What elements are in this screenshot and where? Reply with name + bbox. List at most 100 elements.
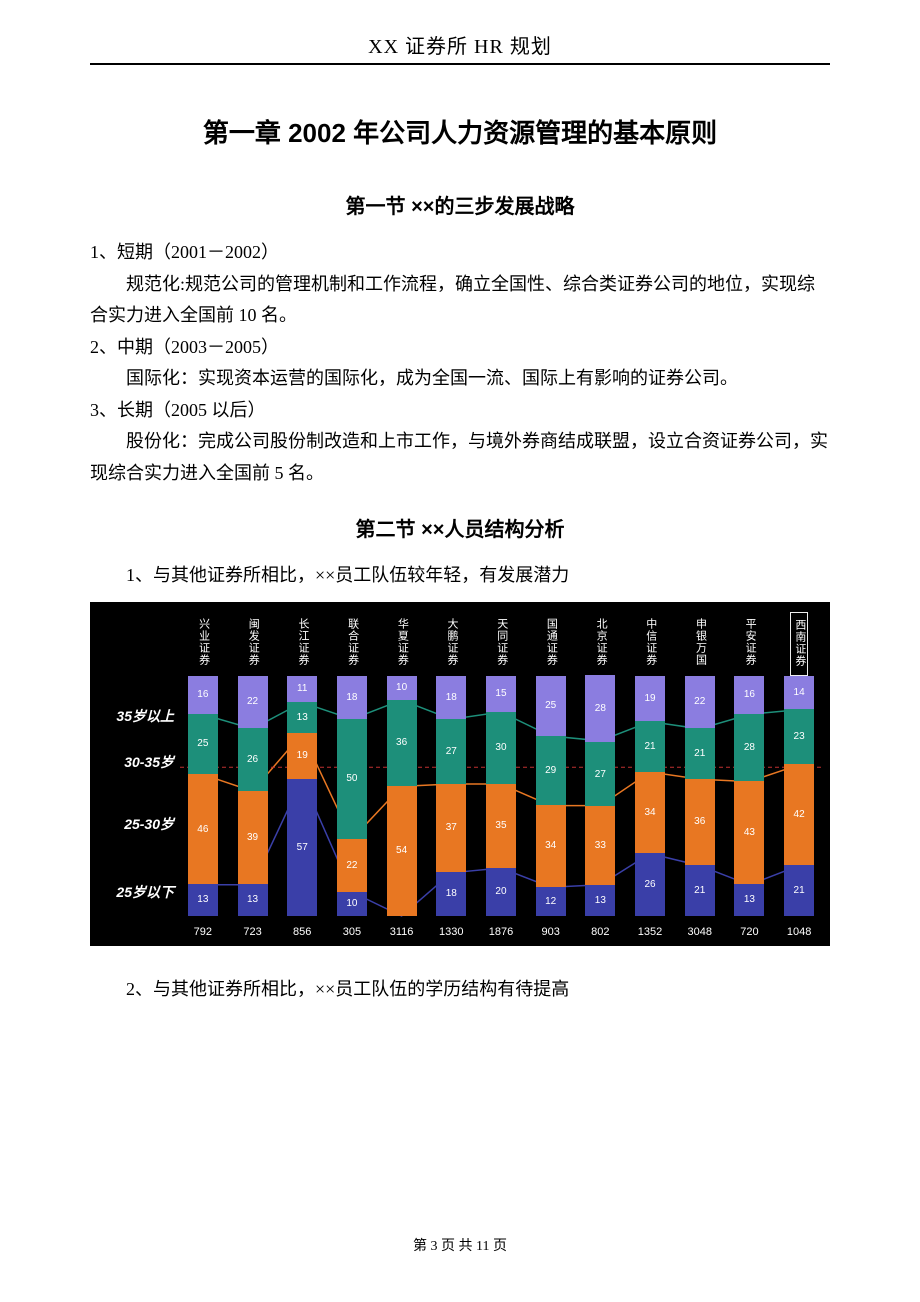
chart-bar: 13432816 <box>734 676 764 916</box>
section2-lead2: 2、与其他证券所相比，××员工队伍的学历结构有待提高 <box>90 974 830 1006</box>
chart-bar-segment: 22 <box>685 676 715 729</box>
chart-bar: 13332728 <box>585 676 615 916</box>
chart-bar: 21422314 <box>784 676 814 916</box>
chart-bar-segment: 10 <box>337 892 367 916</box>
chart-bar-segment: 36 <box>387 700 417 786</box>
chart-bar-segment: 27 <box>585 742 615 806</box>
chart-bar-segment: 25 <box>536 676 566 736</box>
chart-column-header: 平安证券 <box>744 612 756 676</box>
chart-bar-segment: 13 <box>287 702 317 733</box>
chart-column: 西南证券214223141048 <box>776 612 822 938</box>
chart-column-total: 856 <box>293 926 311 938</box>
chart-column: 联合证券10225018305 <box>329 612 375 938</box>
chart-bar: 543610 <box>387 676 417 916</box>
chart-column: 华夏证券543610 3116 <box>379 612 425 938</box>
chart-column-header: 大鹏证券 <box>446 612 458 676</box>
chart-column-total: 1330 <box>439 926 463 938</box>
chart-y-label: 35岁以上 <box>116 706 174 726</box>
chart-bar-segment: 22 <box>238 676 268 729</box>
chart-bar-segment: 26 <box>238 728 268 790</box>
chart-bar: 18372718 <box>436 676 466 916</box>
section1-title: 第一节 ××的三步发展战略 <box>90 190 830 219</box>
chart-column-total: 3116 <box>390 926 414 938</box>
s1-item1-body: 规范化:规范公司的管理机制和工作流程，确立全国性、综合类证券公司的地位，实现综合… <box>90 269 830 332</box>
chart-bar: 10225018 <box>337 676 367 916</box>
chart-bar-segment: 46 <box>188 774 218 884</box>
chart-bar-segment: 20 <box>486 868 516 916</box>
chart-bar-segment: 43 <box>734 781 764 884</box>
chart-column-total: 1876 <box>489 926 513 938</box>
section1-body: 1、短期（2001－2002） 规范化:规范公司的管理机制和工作流程，确立全国性… <box>90 237 830 489</box>
chart-column-header: 西南证券 <box>790 612 808 676</box>
chart-bar-segment: 28 <box>585 675 615 742</box>
chart-bar-segment: 15 <box>486 676 516 712</box>
s1-item3-body: 股份化：完成公司股份制改造和上市工作，与境外券商结成联盟，设立合资证券公司，实现… <box>90 426 830 489</box>
chart-bar: 26342119 <box>635 676 665 916</box>
chart-bar-segment: 21 <box>784 865 814 915</box>
chart-column-header: 申银万国 <box>694 612 706 676</box>
chart-column-total: 802 <box>591 926 609 938</box>
chart-column: 兴业证券13462516 792 <box>180 612 226 938</box>
header-rule <box>90 63 830 65</box>
chart-bar-segment: 33 <box>585 806 615 884</box>
chart-bar: 21362122 <box>685 676 715 916</box>
chart-column-total: 305 <box>343 926 361 938</box>
chart-bar-segment: 21 <box>685 728 715 778</box>
chart-bar-segment: 13 <box>238 884 268 915</box>
chart-column-total: 723 <box>243 926 261 938</box>
chart-bar-segment: 16 <box>734 676 764 714</box>
chart-bar-segment: 37 <box>436 784 466 873</box>
chart-column: 平安证券13432816720 <box>727 612 773 938</box>
chart-bar-segment: 42 <box>784 764 814 865</box>
chart-bar-segment: 57 <box>287 779 317 916</box>
page-footer: 第 3 页 共 11 页 <box>90 1235 830 1255</box>
chart-column: 闽发证券 13392622 723 <box>230 612 276 938</box>
running-head: XX 证券所 HR 规划 <box>90 30 830 63</box>
chart-y-label: 25-30岁 <box>124 814 174 834</box>
chart-bar-segment: 13 <box>585 885 615 916</box>
chart-bar-segment: 13 <box>734 884 764 915</box>
chart-column-header: 闽发证券 <box>247 612 259 676</box>
chart-column-header: 国通证券 <box>545 612 557 676</box>
chart-bar-segment: 13 <box>188 884 218 915</box>
chart-column-header: 中信证券 <box>644 612 656 676</box>
chart-column: 国通证券12342925903 <box>528 612 574 938</box>
s1-item2-head: 2、中期（2003－2005） <box>90 332 830 364</box>
chart-bar-segment: 26 <box>635 853 665 915</box>
chart-bar-segment: 23 <box>784 709 814 764</box>
chart-columns: 兴业证券13462516792闽发证券13392622723长江证券571913… <box>180 612 822 938</box>
chart-bar: 57191311 <box>287 676 317 916</box>
chart-bar-segment: 21 <box>635 721 665 771</box>
chart-bar: 12342925 <box>536 676 566 916</box>
chart-y-axis: 35岁以上30-35岁25-30岁25岁以下 <box>98 612 180 938</box>
age-structure-chart: 35岁以上30-35岁25-30岁25岁以下 兴业证券13462516792闽发… <box>90 602 830 946</box>
s1-item3-head: 3、长期（2005 以后） <box>90 395 830 427</box>
chart-column-total: 1352 <box>638 926 662 938</box>
chart-bar-segment: 18 <box>337 676 367 719</box>
chart-bar-segment: 30 <box>486 712 516 784</box>
chart-bar-segment: 16 <box>188 676 218 714</box>
chart-column: 北京证券13332728802 <box>578 612 624 938</box>
chart-bar-segment: 21 <box>685 865 715 915</box>
chart-bar: 13462516 <box>188 676 218 916</box>
chart-column-total: 720 <box>740 926 758 938</box>
chart-column-header: 华夏证券 <box>396 612 408 676</box>
chapter-title: 第一章 2002 年公司人力资源管理的基本原则 <box>90 113 830 150</box>
s1-item2-body: 国际化：实现资本运营的国际化，成为全国一流、国际上有影响的证券公司。 <box>90 363 830 395</box>
chart-column-total: 3048 <box>687 926 711 938</box>
chart-bar-segment: 54 <box>387 786 417 916</box>
chart-column-total: 792 <box>194 926 212 938</box>
chart-column-header: 北京证券 <box>595 612 607 676</box>
chart-bar-segment: 28 <box>734 714 764 781</box>
chart-bar-segment: 11 <box>287 676 317 702</box>
chart-column-header: 兴业证券 <box>197 612 209 676</box>
chart-column-header: 天同证券 <box>495 612 507 676</box>
chart-bar-segment: 34 <box>536 805 566 887</box>
chart-bar-segment: 36 <box>685 779 715 865</box>
chart-bar-segment: 22 <box>337 839 367 892</box>
chart-column: 天同证券203530151876 <box>478 612 524 938</box>
section2-lead1: 1、与其他证券所相比，××员工队伍较年轻，有发展潜力 <box>90 560 830 592</box>
chart-bar-segment: 39 <box>238 791 268 885</box>
chart-column: 长江证券57191311856 <box>279 612 325 938</box>
chart-bar-segment: 18 <box>436 872 466 915</box>
